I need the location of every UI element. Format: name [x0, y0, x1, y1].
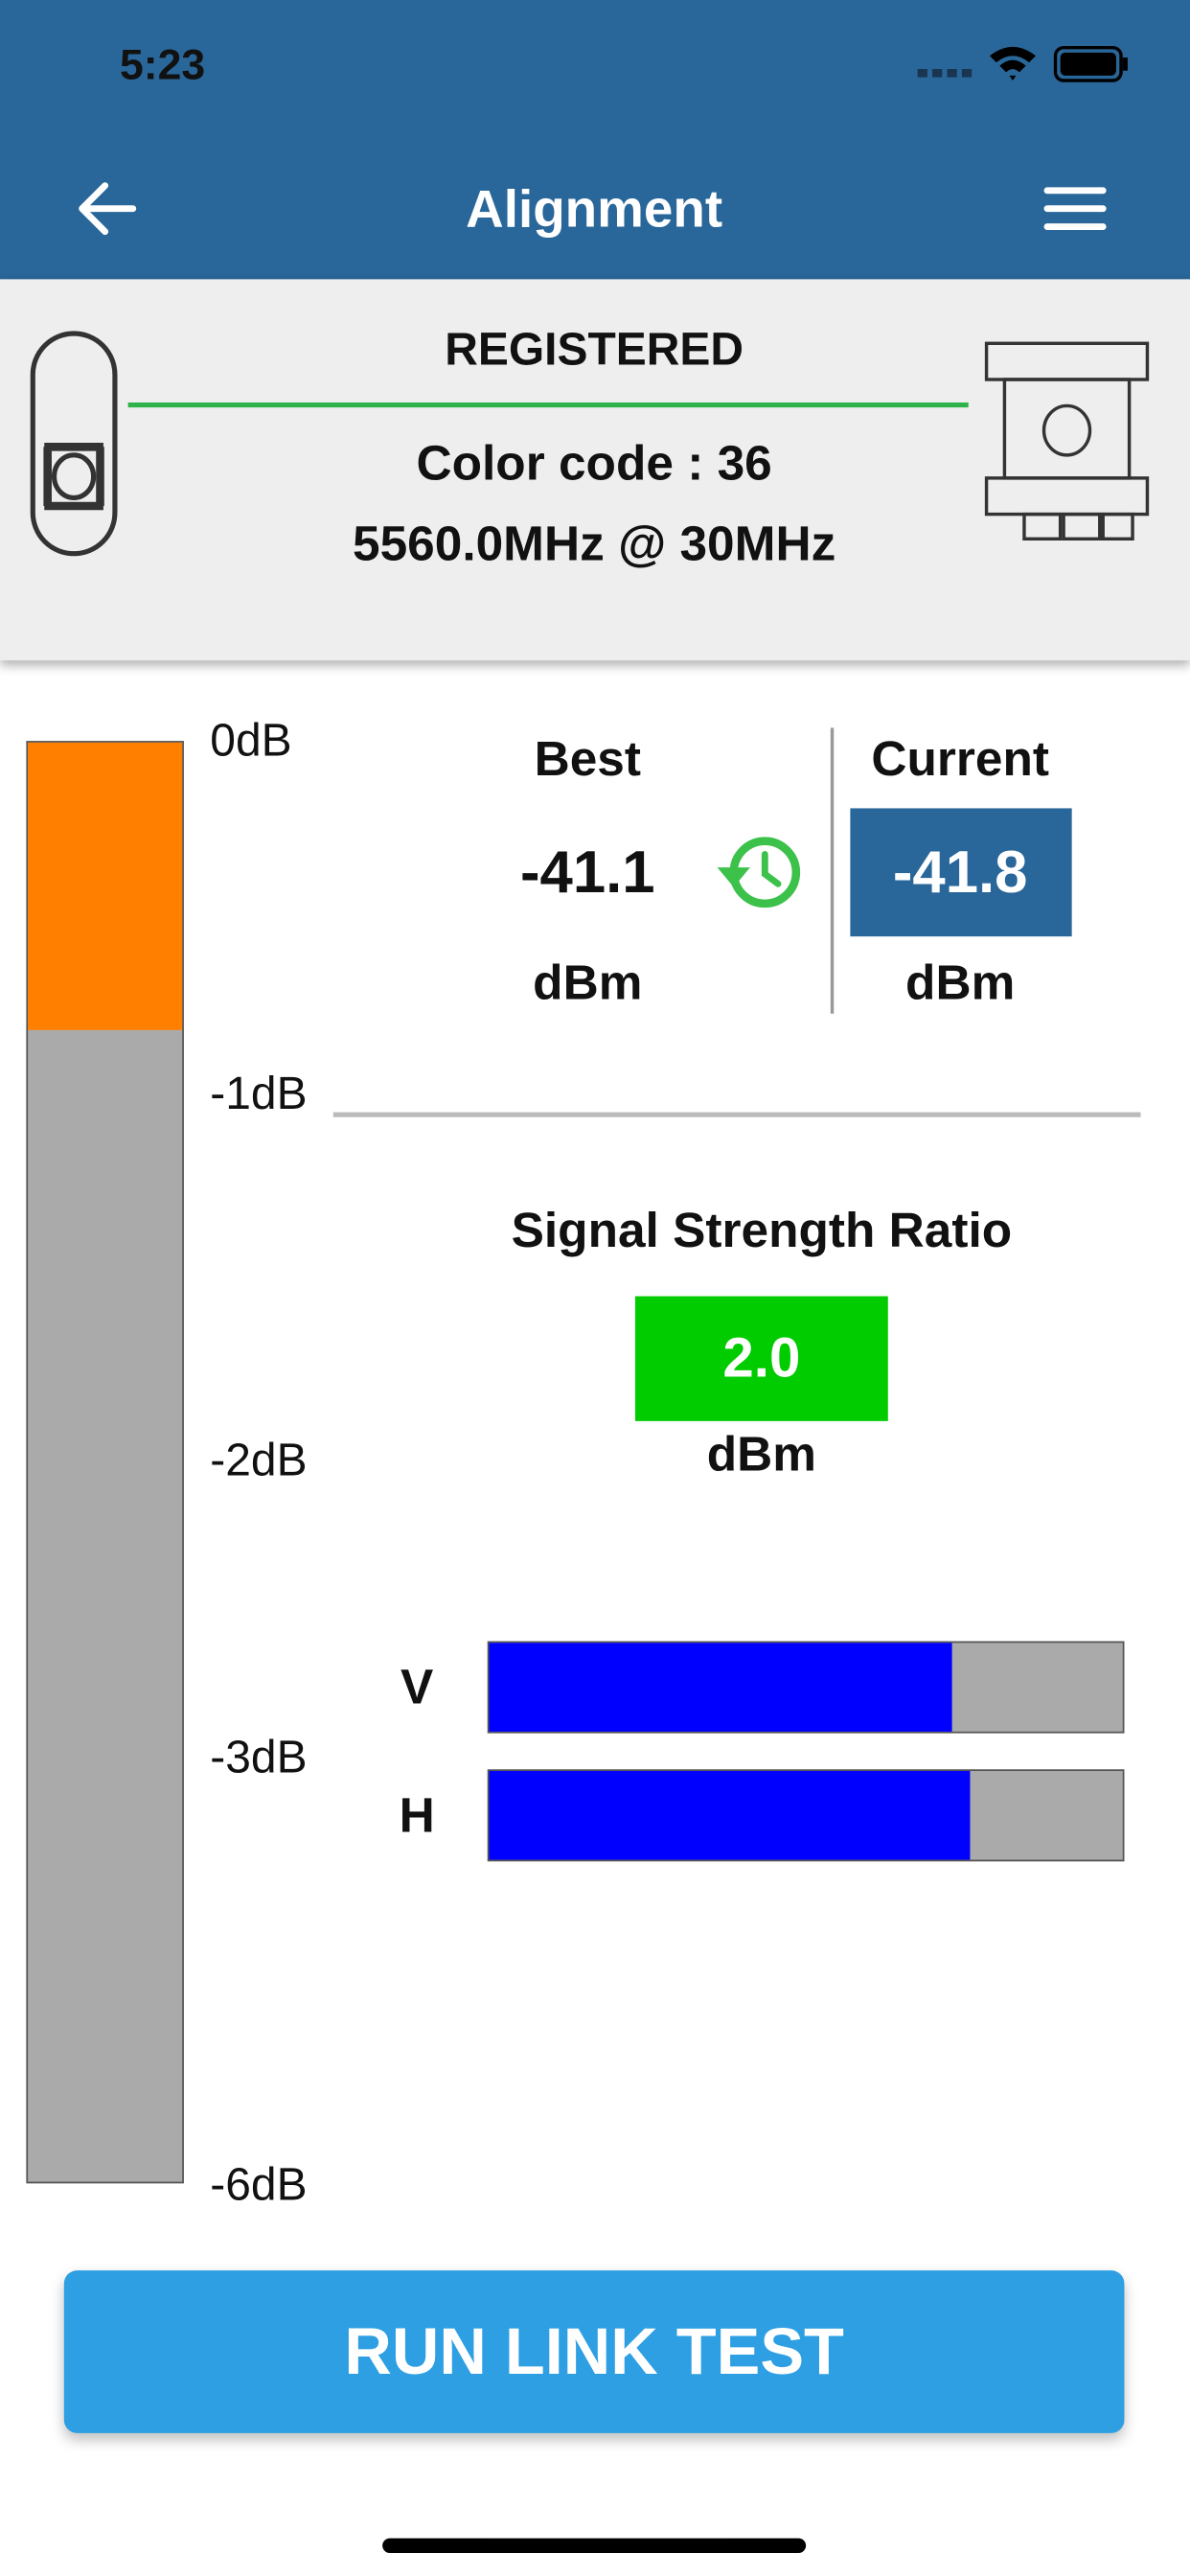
link-status: REGISTERED: [445, 323, 744, 375]
ratio-value: 2.0: [722, 1327, 801, 1391]
home-indicator: [382, 2538, 807, 2554]
current-value: -41.8: [892, 838, 1028, 906]
reset-best-button[interactable]: [716, 831, 808, 913]
best-value: -41.1: [519, 838, 655, 906]
best-label: Best: [534, 732, 641, 788]
polarization-fill: [489, 1643, 952, 1732]
run-link-test-button[interactable]: [63, 2270, 1125, 2433]
link-line: [127, 402, 969, 408]
best-unit: dBm: [533, 955, 643, 1011]
meter-scale-label: -3dB: [210, 1731, 308, 1783]
device-icon: [30, 331, 118, 557]
current-label: Current: [871, 732, 1049, 788]
separator: [332, 1112, 1141, 1117]
back-button[interactable]: [74, 177, 140, 243]
frequency: 5560.0MHz @ 30MHz: [352, 518, 836, 572]
polarization-bar: [487, 1641, 1125, 1734]
button-label: RUN LINK TEST: [344, 2316, 844, 2389]
status-time: 5:23: [120, 39, 206, 89]
meter-scale-label: -2dB: [210, 1434, 308, 1485]
header: [0, 0, 1190, 280]
menu-button[interactable]: [1043, 184, 1110, 233]
meter-scale-label: 0dB: [210, 714, 292, 766]
meter-fill: [28, 742, 183, 1031]
status-icons: [917, 46, 1128, 82]
meter-scale-label: -1dB: [210, 1068, 308, 1119]
current-unit: dBm: [905, 955, 1016, 1011]
current-box: [850, 808, 1072, 937]
polarization-label: V: [400, 1661, 434, 1715]
polarization-label: H: [399, 1788, 435, 1844]
ratio-label: Signal Strength Ratio: [511, 1204, 1013, 1259]
color-code: Color code : 36: [416, 437, 772, 492]
ratio-unit: dBm: [706, 1427, 816, 1483]
meter-scale-label: -6dB: [210, 2158, 308, 2210]
radio-icon: [984, 341, 1150, 541]
signal-meter: [26, 741, 184, 2184]
divider: [830, 727, 835, 1014]
polarization-fill: [489, 1771, 972, 1860]
polarization-bar: [487, 1769, 1125, 1862]
screen-title: Alignment: [466, 178, 723, 239]
ratio-box: [634, 1296, 888, 1421]
